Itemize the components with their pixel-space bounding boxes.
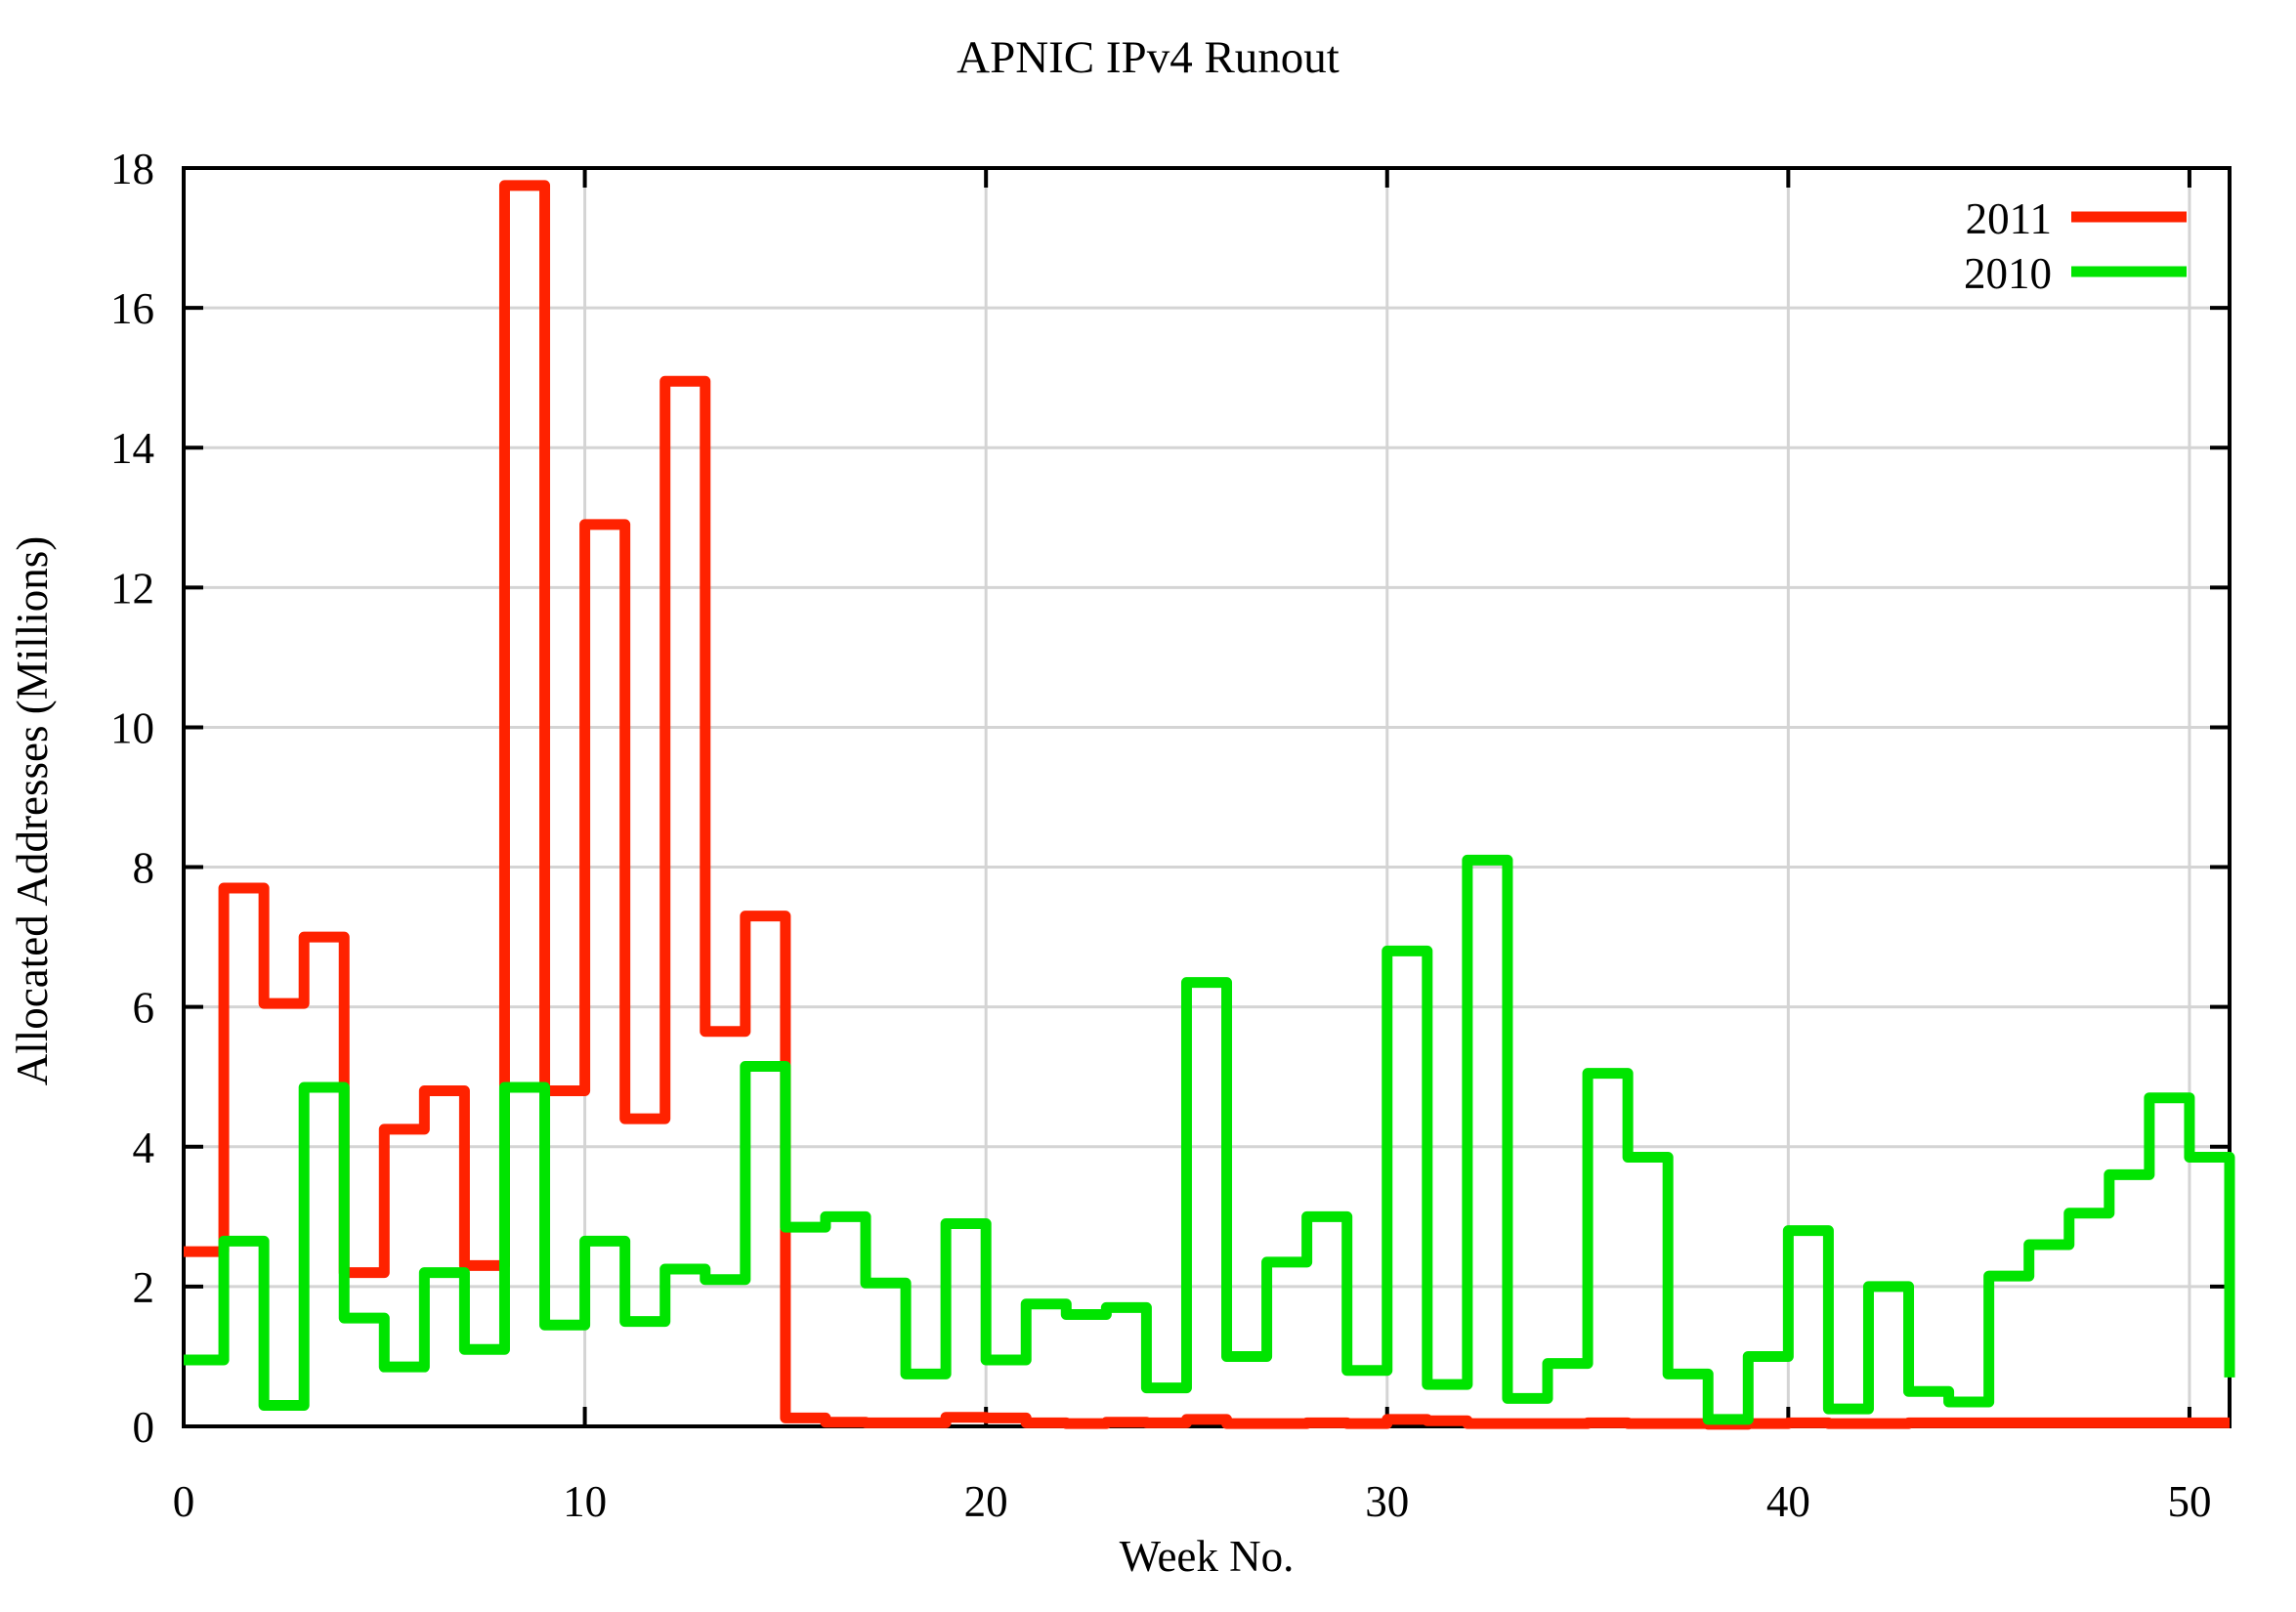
chart-title: APNIC IPv4 Runout bbox=[957, 32, 1339, 83]
y-axis-label: Allocated Addresses (Millions) bbox=[8, 536, 57, 1085]
x-tick-label: 10 bbox=[563, 1477, 607, 1526]
legend-label-2010: 2010 bbox=[1964, 249, 2052, 298]
plot-border bbox=[182, 166, 2232, 1428]
series-path-2011 bbox=[184, 180, 2230, 1430]
y-tick-label: 0 bbox=[133, 1403, 155, 1452]
y-tick-label: 2 bbox=[133, 1263, 155, 1312]
x-tick-label: 40 bbox=[1766, 1477, 1810, 1526]
y-tick-label: 8 bbox=[133, 844, 155, 893]
y-tick-label: 6 bbox=[133, 984, 155, 1033]
x-tick-label: 20 bbox=[964, 1477, 1008, 1526]
y-tick-label: 14 bbox=[110, 424, 154, 473]
series-path-2010 bbox=[184, 854, 2235, 1425]
y-tick-label: 12 bbox=[110, 564, 154, 613]
x-tick-label: 50 bbox=[2167, 1477, 2211, 1526]
x-tick-label: 30 bbox=[1365, 1477, 1409, 1526]
grid-layer bbox=[184, 168, 2230, 1426]
legend-label-2011: 2011 bbox=[1966, 194, 2052, 243]
y-tick-label: 10 bbox=[110, 703, 154, 752]
tick-label-layer: 0 10 20 30 40 50 0 2 4 6 8 10 12 14 16 18 bbox=[110, 145, 2211, 1526]
y-tick-label: 16 bbox=[110, 284, 154, 333]
axis-layer bbox=[182, 166, 2232, 1428]
y-tick-label: 4 bbox=[133, 1124, 155, 1172]
y-tick-label: 18 bbox=[110, 145, 154, 193]
legend: 2011 2010 bbox=[1964, 194, 2187, 298]
x-tick-label: 0 bbox=[173, 1477, 195, 1526]
series-layer bbox=[184, 180, 2235, 1430]
x-axis-label: Week No. bbox=[1120, 1532, 1295, 1581]
